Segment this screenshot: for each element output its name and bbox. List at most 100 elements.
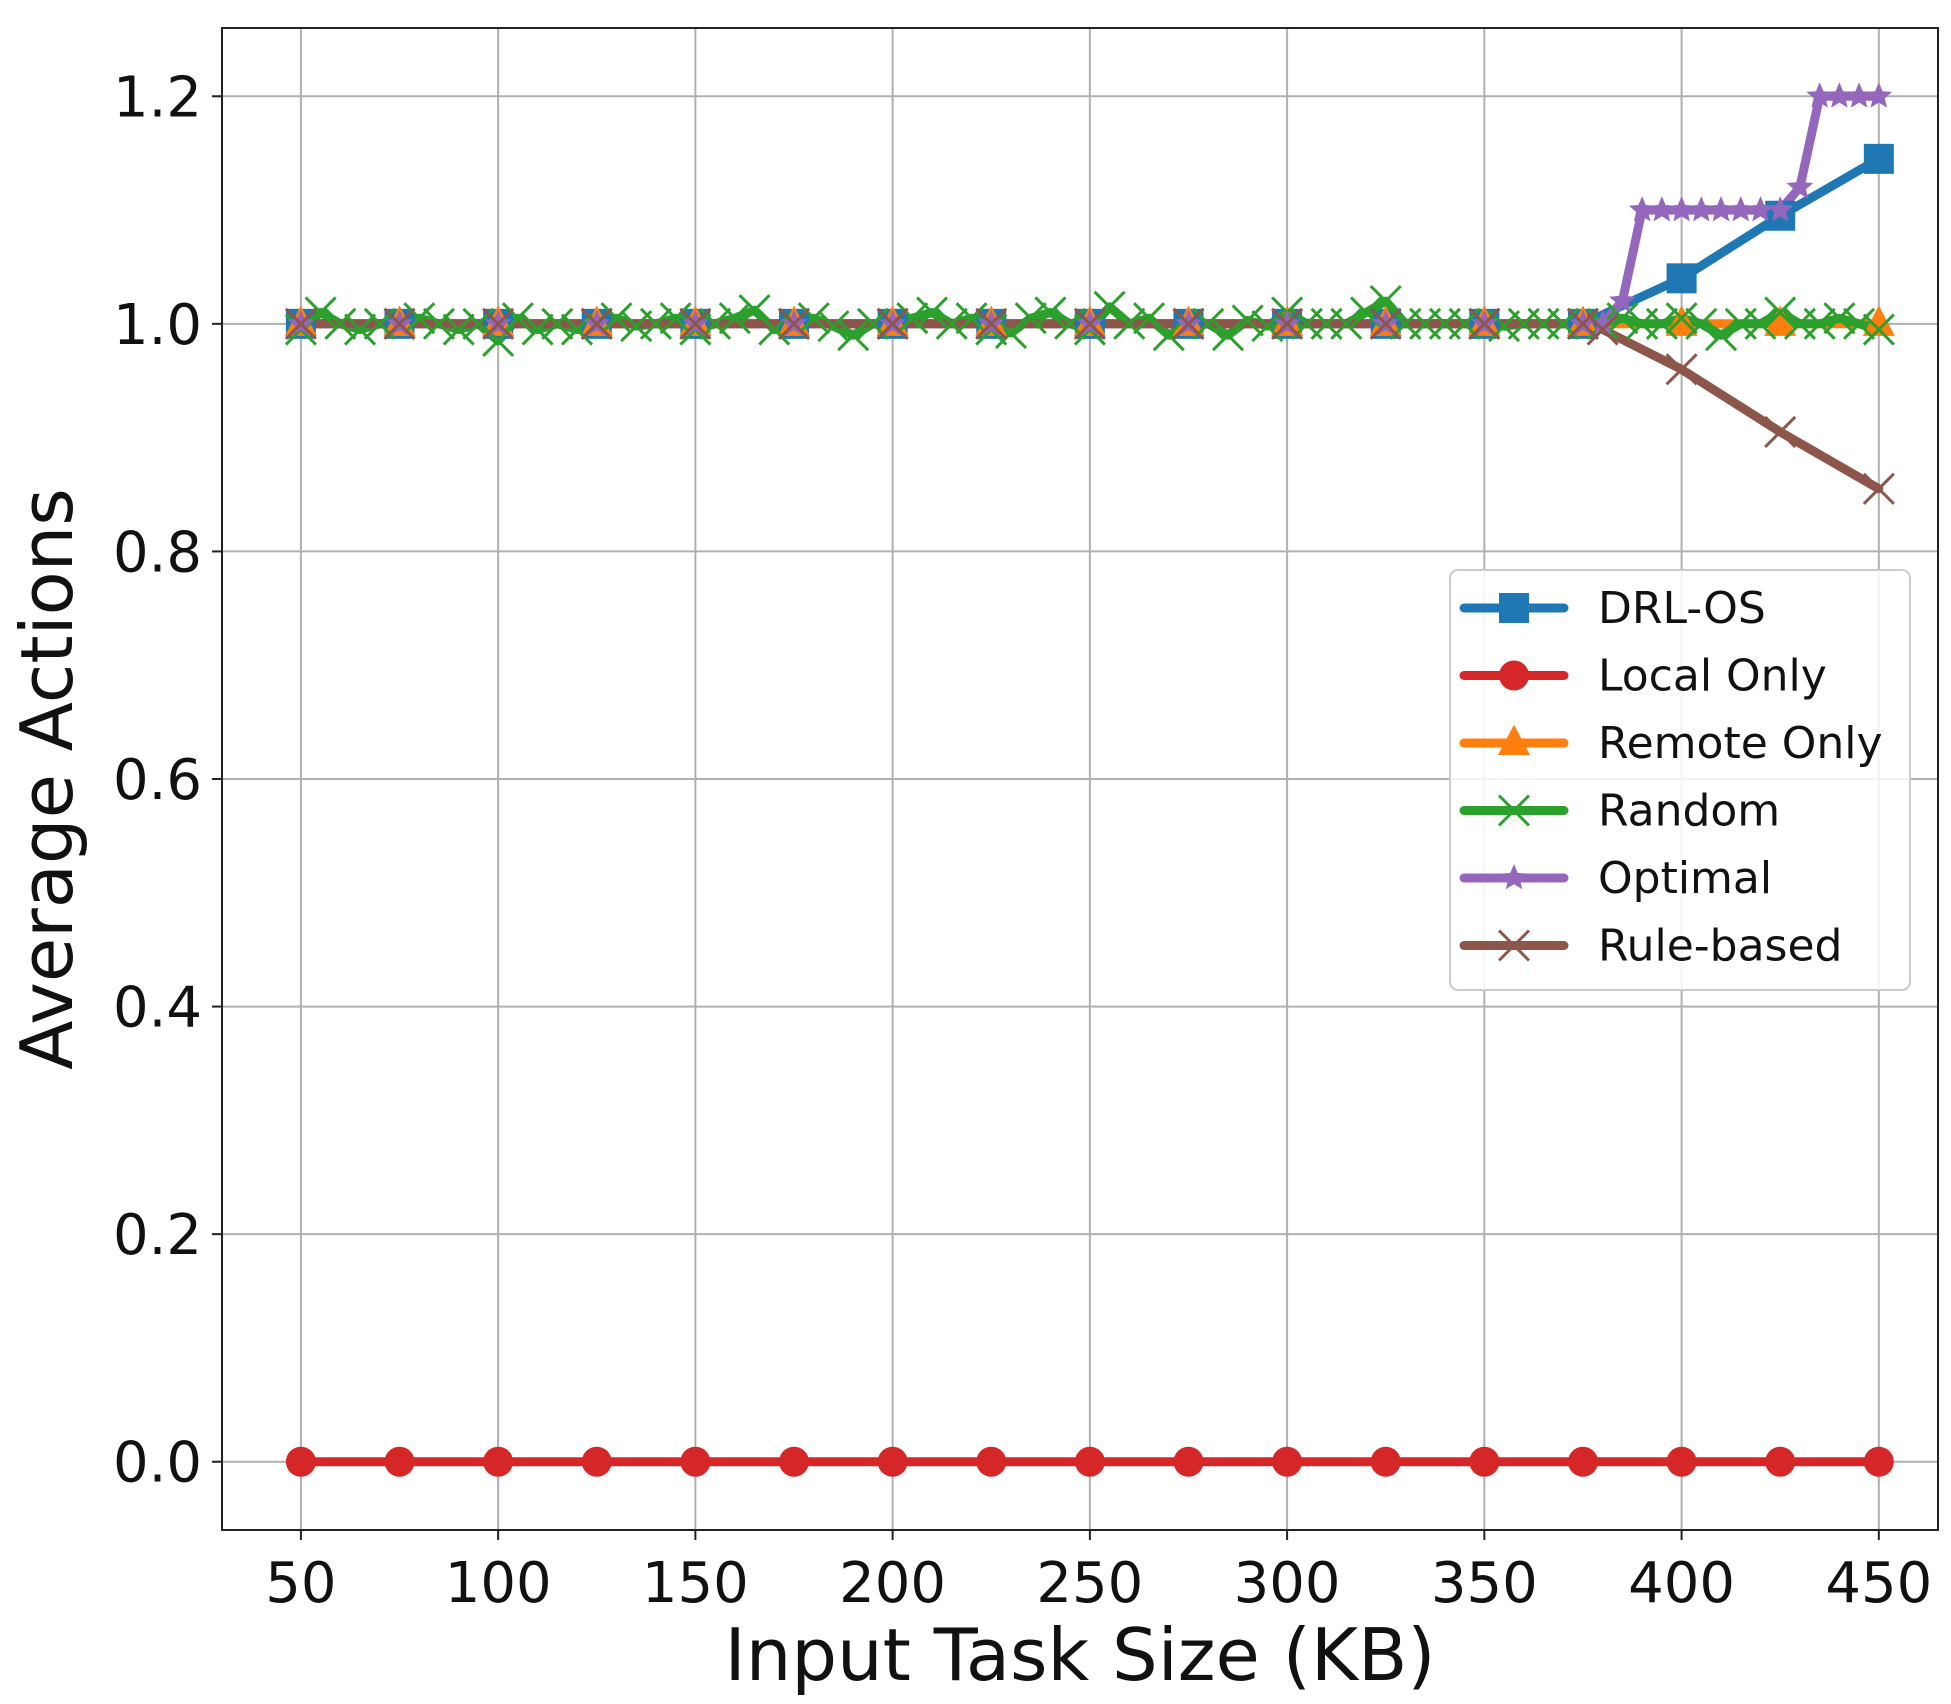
data-point-random-140 — [639, 307, 672, 340]
legend-marker-random — [1497, 794, 1531, 827]
data-point-local-only-425 — [1765, 1446, 1796, 1477]
data-point-rule-based-380-stroke-b — [1586, 313, 1619, 346]
data-point-rule-based-50-stroke-b — [284, 307, 317, 340]
legend-entry-drl-os: DRL-OS — [1459, 583, 1766, 634]
data-point-rule-based-150-stroke-b — [679, 307, 712, 340]
data-point-random-395 — [1645, 307, 1678, 340]
data-point-random-65-stroke-b — [344, 313, 377, 346]
data-point-local-only-350 — [1469, 1446, 1500, 1477]
data-point-random-235-stroke-b — [1014, 302, 1047, 335]
data-point-rule-based-75 — [383, 307, 416, 340]
data-point-random-420-stroke-b — [1744, 307, 1777, 340]
series-layer — [284, 82, 1895, 1477]
data-point-random-260-stroke-b — [1113, 307, 1146, 340]
data-point-rule-based-425-stroke-b — [1764, 415, 1797, 449]
data-point-random-215-stroke-b — [935, 307, 968, 340]
data-point-random-425 — [1764, 296, 1797, 329]
data-point-rule-based-380 — [1586, 313, 1619, 346]
data-point-random-115 — [541, 307, 574, 340]
data-point-random-215 — [935, 307, 968, 340]
data-point-local-only-300 — [1272, 1446, 1303, 1477]
x-axis: 50 100 150 200 250 300 350 400 450 — [265, 1530, 1932, 1616]
data-point-random-140-stroke-b — [639, 307, 672, 340]
y-tick-label-1.0: 1.0 — [113, 293, 202, 358]
y-tick-label-0.4: 0.4 — [113, 976, 202, 1041]
data-point-random-90-stroke-b — [442, 313, 475, 346]
data-point-random-255 — [1093, 290, 1126, 323]
legend-entry-random: Random — [1459, 786, 1780, 837]
data-point-rule-based-100 — [482, 307, 515, 340]
x-axis-title: Input Task Size (KB) — [724, 1613, 1435, 1697]
data-point-rule-based-375 — [1566, 307, 1600, 340]
data-point-random-445 — [1843, 307, 1876, 340]
data-point-random-130 — [600, 302, 633, 335]
y-tick-label-0.0: 0.0 — [113, 1431, 202, 1496]
legend-marker-drl-os — [1499, 593, 1529, 623]
data-point-rule-based-200 — [876, 307, 909, 340]
data-point-optimal-385 — [1609, 287, 1636, 313]
data-point-random-180 — [797, 302, 830, 335]
legend-entry-local-only: Local Only — [1459, 651, 1827, 702]
data-point-rule-based-275 — [1172, 307, 1205, 340]
data-point-optimal-390 — [1628, 196, 1656, 222]
legend-entry-optimal: Optimal — [1459, 853, 1772, 904]
data-point-local-only-175 — [779, 1446, 809, 1477]
data-point-random-235 — [1014, 302, 1047, 335]
data-point-drl-os-450 — [1863, 143, 1894, 174]
x-tick-label-300: 300 — [1234, 1551, 1341, 1616]
data-point-random-220-stroke-b — [955, 302, 988, 335]
data-point-random-320-stroke-b — [1349, 296, 1383, 329]
data-point-random-445-stroke-b — [1843, 307, 1876, 340]
legend-label-local-only: Local Only — [1598, 651, 1827, 702]
data-point-optimal-450 — [1865, 82, 1893, 108]
data-point-rule-based-400 — [1665, 353, 1698, 386]
data-point-random-110 — [521, 313, 554, 346]
data-point-random-385-stroke-b — [1606, 302, 1639, 335]
data-point-rule-based-225 — [975, 307, 1008, 340]
data-point-random-315 — [1330, 307, 1363, 340]
legend-marker-local-only — [1499, 660, 1529, 691]
data-point-random-265-stroke-b — [1132, 302, 1166, 335]
data-point-random-205-stroke-b — [896, 302, 929, 335]
x-tick-label-150: 150 — [642, 1551, 749, 1616]
data-point-local-only-150 — [680, 1446, 711, 1477]
data-point-random-440 — [1823, 302, 1856, 335]
data-point-random-230 — [994, 316, 1028, 350]
y-axis: 0.0 0.2 0.4 0.6 0.8 1.0 1.2 — [113, 65, 222, 1496]
data-point-random-285 — [1211, 319, 1244, 352]
data-point-random-405-stroke-b — [1685, 307, 1718, 340]
data-point-random-160-stroke-b — [718, 302, 751, 335]
x-tick-label-350: 350 — [1431, 1551, 1538, 1616]
data-point-optimal-445 — [1845, 82, 1873, 108]
data-point-rule-based-250-stroke-b — [1073, 307, 1106, 340]
data-point-random-180-stroke-b — [797, 302, 830, 335]
data-point-random-145-stroke-b — [659, 302, 692, 335]
data-point-random-270 — [1152, 319, 1185, 352]
legend-entry-remote-only: Remote Only — [1459, 718, 1883, 769]
data-point-remote-only-425 — [1764, 305, 1797, 336]
data-point-random-115-stroke-b — [541, 307, 574, 340]
data-point-random-145 — [659, 302, 692, 335]
data-point-rule-based-175 — [777, 307, 811, 340]
legend-marker-rule-based — [1497, 929, 1531, 962]
data-point-random-105-stroke-b — [501, 302, 534, 335]
data-point-local-only-125 — [581, 1446, 612, 1477]
data-point-random-205 — [896, 302, 929, 335]
x-tick-label-50: 50 — [265, 1551, 336, 1616]
legend-label-random: Random — [1598, 786, 1780, 837]
data-point-random-210 — [916, 296, 949, 329]
data-point-random-325-stroke-b — [1369, 285, 1402, 318]
x-tick-label-200: 200 — [839, 1551, 946, 1616]
x-tick-label-400: 400 — [1628, 1551, 1735, 1616]
legend-label-rule-based: Rule-based — [1598, 921, 1842, 972]
data-point-random-90 — [442, 313, 475, 346]
data-point-local-only-400 — [1666, 1446, 1697, 1477]
data-point-random-255-stroke-b — [1093, 290, 1126, 323]
data-point-random-400-stroke-b — [1665, 302, 1698, 335]
data-point-random-435 — [1803, 307, 1836, 340]
data-point-random-80-stroke-b — [403, 302, 436, 335]
data-point-random-425-stroke-b — [1764, 296, 1797, 329]
data-point-rule-based-450-stroke-b — [1862, 472, 1895, 505]
legend-marker-optimal — [1500, 864, 1528, 890]
data-point-rule-based-350-stroke-b — [1468, 307, 1501, 340]
